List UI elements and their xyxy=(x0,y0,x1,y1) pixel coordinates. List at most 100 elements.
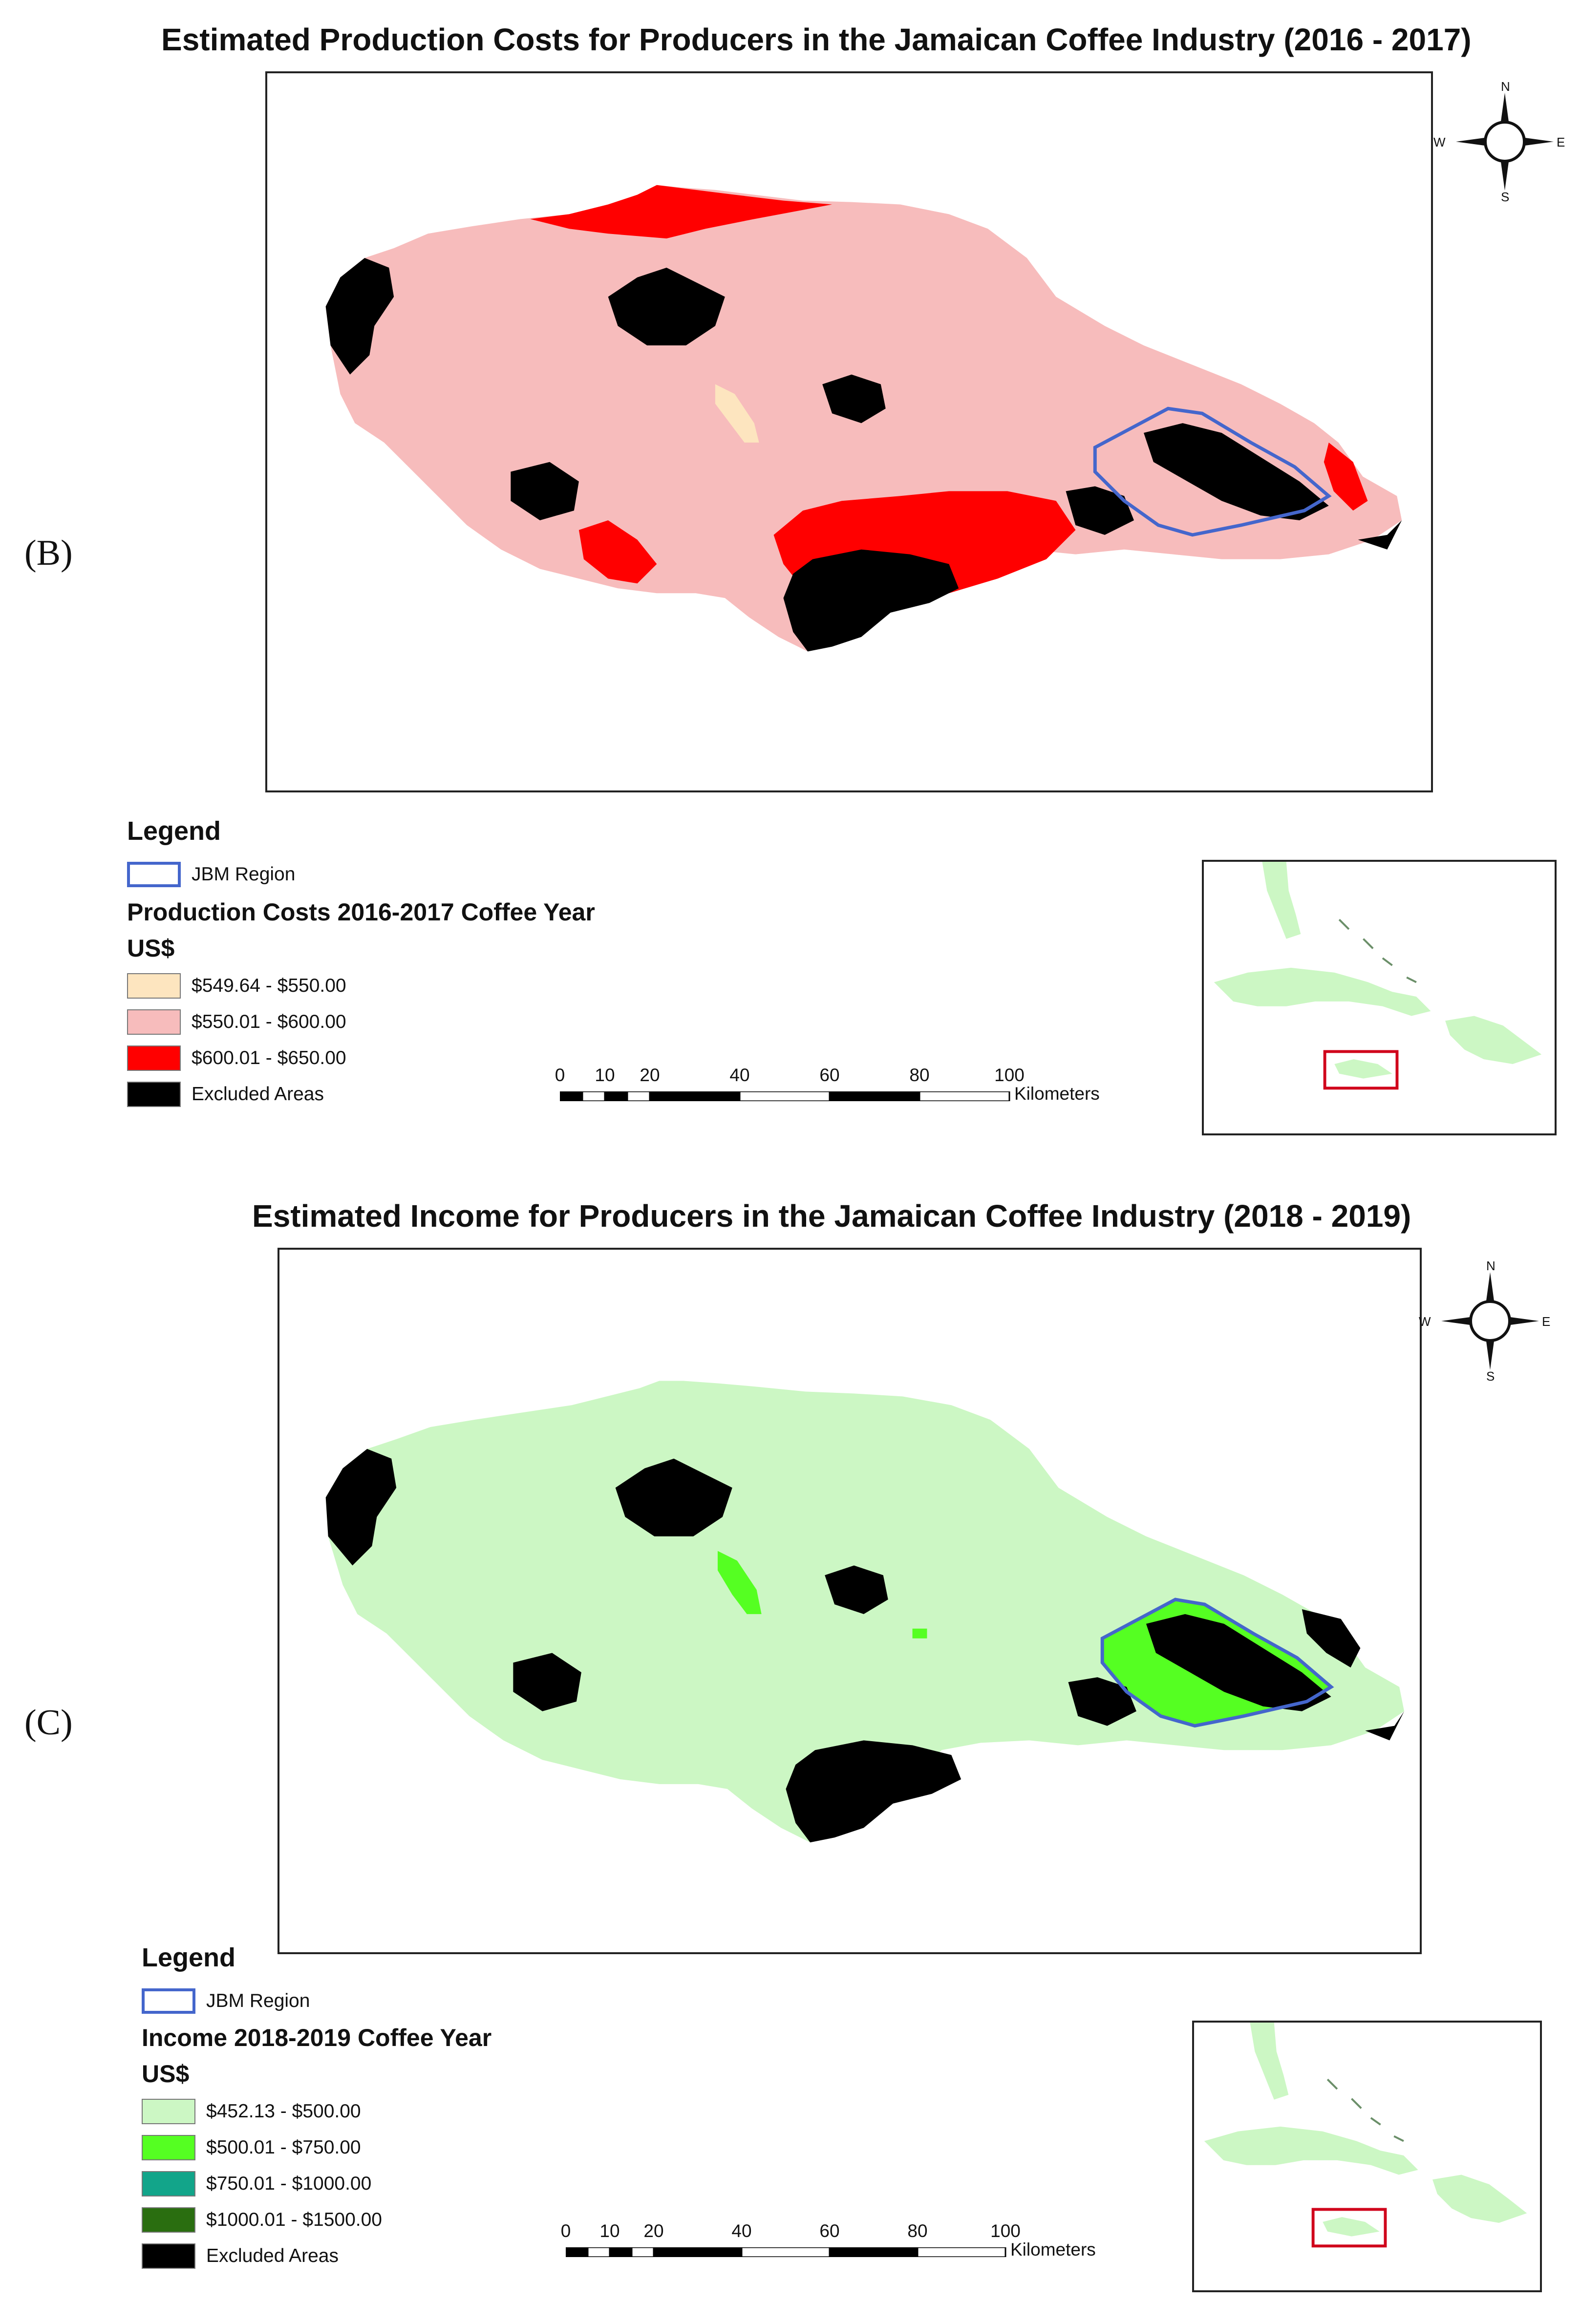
legend-c-heading: Income 2018-2019 Coffee Year xyxy=(142,2024,492,2051)
inset-highlight-box-b xyxy=(1323,1050,1399,1090)
cuba xyxy=(1204,2126,1418,2175)
cost-high-zone-east xyxy=(1324,442,1368,511)
scale-unit-c: Kilometers xyxy=(1010,2239,1096,2260)
scale-tick: 80 xyxy=(909,1065,930,1085)
legend-c-region-label: JBM Region xyxy=(206,1990,310,2011)
compass-s: S xyxy=(1486,1369,1495,1384)
legend-c-unit: US$ xyxy=(142,2060,190,2088)
legend-c-class-label: $452.13 - $500.00 xyxy=(206,2101,361,2122)
excluded-northcentral-c xyxy=(615,1458,732,1536)
excluded-west-c xyxy=(325,1449,397,1566)
compass-e: E xyxy=(1542,1314,1551,1329)
legend-c-class-label: $1000.01 - $1500.00 xyxy=(206,2209,382,2230)
excluded-bluemountains-c xyxy=(1146,1614,1331,1711)
jamaica-cost-map xyxy=(325,185,1402,652)
income-high-zone-small xyxy=(912,1628,927,1639)
scale-tick: 40 xyxy=(729,1065,750,1085)
scale-tick: 60 xyxy=(819,1065,840,1085)
compass-w: W xyxy=(1433,135,1446,149)
excluded-southwest-c xyxy=(513,1653,581,1711)
jamaica-income-map xyxy=(325,1381,1405,1843)
scale-tick: 20 xyxy=(640,1065,660,1085)
scale-tick: 40 xyxy=(731,2221,752,2241)
legend-c-class-label: $750.01 - $1000.00 xyxy=(206,2173,372,2194)
compass-w: W xyxy=(1419,1314,1431,1329)
legend-c-class-row: $750.01 - $1000.00 xyxy=(142,2170,371,2197)
panel-b-label: (B) xyxy=(24,533,73,573)
excluded-kingston xyxy=(1066,486,1134,535)
legend-c-swatch-1 xyxy=(142,2135,195,2160)
legend-c-swatch-0 xyxy=(142,2099,195,2124)
scale-tick: 20 xyxy=(643,2221,664,2241)
legend-c-class-row: $1000.01 - $1500.00 xyxy=(142,2206,382,2234)
legend-b-class-row: $550.01 - $600.00 xyxy=(127,1008,346,1036)
excluded-central xyxy=(822,374,886,424)
excluded-bluemountains xyxy=(1143,423,1329,521)
scale-tick: 0 xyxy=(560,2221,571,2241)
compass-s: S xyxy=(1501,190,1510,204)
excluded-west xyxy=(325,257,394,375)
florida xyxy=(1262,862,1301,939)
legend-b-swatch-2 xyxy=(127,1045,181,1071)
legend-b-swatch-0 xyxy=(127,973,181,999)
scale-bar-c: 0 10 20 40 60 80 100 Kilometers xyxy=(561,2221,1103,2280)
legend-c-region-row: JBM Region xyxy=(142,1987,310,2015)
legend-b-class-row: $549.64 - $550.00 xyxy=(127,972,346,1000)
bahamas xyxy=(1338,918,1417,983)
legend-b-swatch-1 xyxy=(127,1009,181,1035)
legend-b-swatch-3 xyxy=(127,1082,181,1107)
bahamas xyxy=(1326,2078,1404,2142)
panel-b-title: Estimated Production Costs for Producers… xyxy=(161,22,1472,57)
jbm-region-outline-b xyxy=(1093,406,1332,537)
legend-b-region-row: JBM Region xyxy=(127,861,295,888)
panel-b-map-frame xyxy=(265,71,1433,792)
scale-bar-graphic xyxy=(560,1091,1010,1101)
scale-tick: 60 xyxy=(819,2221,840,2241)
cost-high-zone-southwest xyxy=(578,520,657,584)
legend-b-title: Legend xyxy=(127,816,221,846)
legend-c-class-label: $500.01 - $750.00 xyxy=(206,2137,361,2158)
inset-highlight-box-c xyxy=(1311,2208,1387,2248)
legend-b-class-label: $600.01 - $650.00 xyxy=(192,1047,346,1068)
panel-c-title: Estimated Income for Producers in the Ja… xyxy=(252,1198,1411,1234)
scale-bar-b: 0 10 20 40 60 80 100 Kilometers xyxy=(555,1065,1100,1124)
legend-b-heading: Production Costs 2016-2017 Coffee Year xyxy=(127,898,595,926)
jbm-region-swatch xyxy=(127,862,181,887)
legend-b-class-label: Excluded Areas xyxy=(192,1084,324,1105)
legend-c-class-row: $452.13 - $500.00 xyxy=(142,2098,361,2125)
legend-b-unit: US$ xyxy=(127,935,175,962)
scale-tick: 100 xyxy=(990,2221,1021,2241)
jamaica-inset-b xyxy=(1334,1059,1392,1079)
compass-rose-b: N S W E xyxy=(1433,79,1565,204)
legend-c-swatch-2 xyxy=(142,2171,195,2196)
jbm-region-swatch xyxy=(142,1988,195,2014)
scale-tick: 80 xyxy=(907,2221,928,2241)
jamaica-inset-c xyxy=(1323,2217,1380,2237)
legend-c-swatch-4 xyxy=(142,2243,195,2269)
legend-b-region-label: JBM Region xyxy=(192,864,296,885)
legend-b-class-label: $549.64 - $550.00 xyxy=(192,975,346,996)
scale-tick: 10 xyxy=(599,2221,620,2241)
excluded-southcoast-c xyxy=(786,1740,961,1843)
panel-c-label: (C) xyxy=(24,1703,73,1743)
legend-b-class-row: Excluded Areas xyxy=(127,1081,324,1108)
excluded-southwest xyxy=(511,462,579,521)
legend-b-class-row: $600.01 - $650.00 xyxy=(127,1045,346,1072)
compass-n: N xyxy=(1486,1258,1496,1273)
hispaniola xyxy=(1445,1016,1542,1065)
hispaniola xyxy=(1432,2175,1527,2223)
scale-tick: 10 xyxy=(595,1065,615,1085)
jbm-region-outline-c xyxy=(1100,1598,1334,1728)
caribbean-inset-b xyxy=(1214,862,1542,1090)
excluded-central-c xyxy=(825,1565,888,1614)
compass-e: E xyxy=(1557,135,1565,149)
legend-c-class-row: Excluded Areas xyxy=(142,2242,339,2270)
scale-bar-graphic xyxy=(566,2247,1006,2257)
excluded-kingston-c xyxy=(1068,1677,1136,1726)
scale-tick: 100 xyxy=(994,1065,1025,1085)
scale-tick: 0 xyxy=(555,1065,565,1085)
compass-icon xyxy=(1441,1272,1539,1370)
inset-map-b xyxy=(1202,860,1557,1135)
legend-c-title: Legend xyxy=(142,1943,236,1972)
panel-c-map-frame xyxy=(278,1248,1422,1954)
